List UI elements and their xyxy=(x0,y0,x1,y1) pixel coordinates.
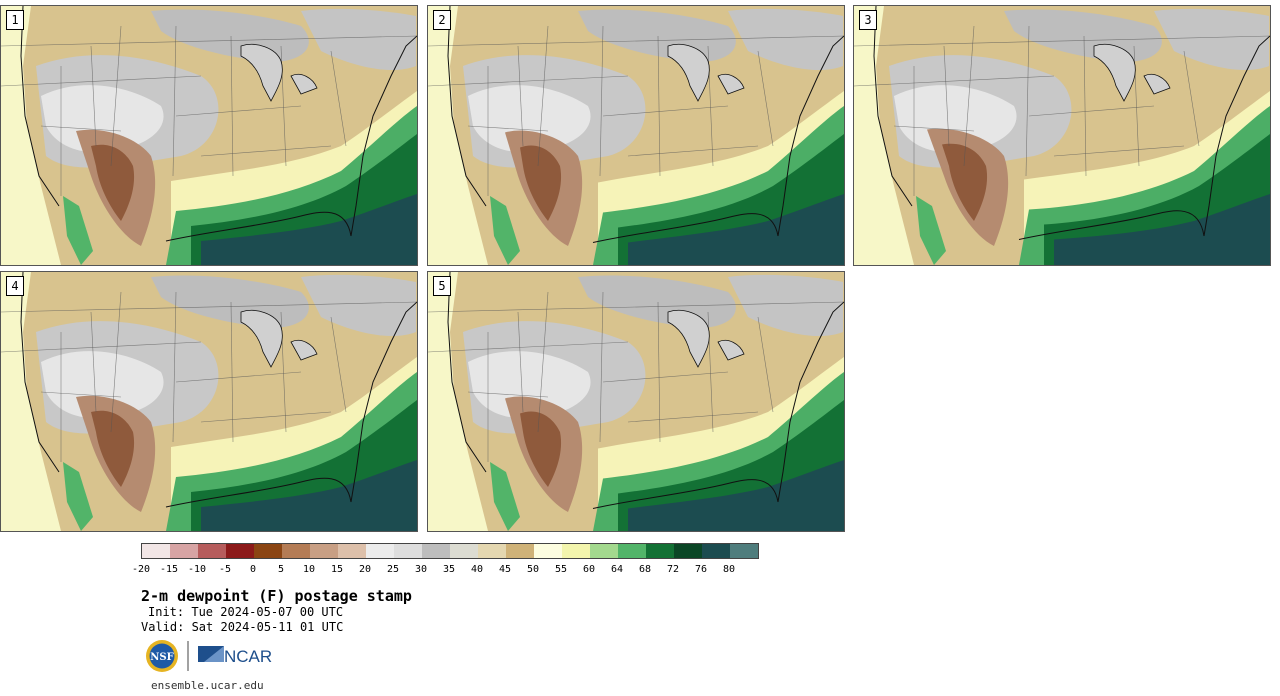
valid-time: Valid: Sat 2024-05-11 01 UTC xyxy=(141,620,344,634)
colorbar-swatch xyxy=(450,544,478,558)
init-time: Init: Tue 2024-05-07 00 UTC xyxy=(148,605,344,619)
dewpoint-map-2 xyxy=(428,6,844,265)
colorbar-tick-label: 55 xyxy=(554,564,568,575)
colorbar-tick-labels: -20 -15 -10 -5 0 5 10 15 20 25 30 35 40 45 50 55 60 64 68 7… xyxy=(0,564,1280,578)
colorbar-tick-label: 0 xyxy=(249,564,257,575)
panel-label-3: 3 xyxy=(859,10,877,30)
figure-title: 2-m dewpoint (F) postage stamp xyxy=(141,587,412,605)
dewpoint-colorbar xyxy=(141,543,759,559)
colorbar-tick-label: 30 xyxy=(414,564,428,575)
colorbar-swatch xyxy=(226,544,254,558)
panel-label-1: 1 xyxy=(6,10,24,30)
colorbar-tick-label: -20 xyxy=(131,564,151,575)
colorbar-swatch xyxy=(730,544,758,558)
nsf-ncar-logo: NSF NCAR xyxy=(146,640,272,672)
colorbar-swatch xyxy=(646,544,674,558)
colorbar-tick-label: 10 xyxy=(302,564,316,575)
colorbar-tick-label: 20 xyxy=(358,564,372,575)
colorbar-swatch xyxy=(590,544,618,558)
nsf-logo-icon: NSF xyxy=(146,640,178,672)
dewpoint-map-4 xyxy=(1,272,417,531)
colorbar-swatch xyxy=(702,544,730,558)
colorbar-tick-label: 64 xyxy=(610,564,624,575)
ncar-logo-icon: NCAR xyxy=(198,646,272,666)
colorbar-tick-label: 40 xyxy=(470,564,484,575)
panel-label-5: 5 xyxy=(433,276,451,296)
colorbar-swatch xyxy=(142,544,170,558)
dewpoint-map-1 xyxy=(1,6,417,265)
logos: NSF NCAR xyxy=(144,638,284,674)
site-url: ensemble.ucar.edu xyxy=(151,679,264,692)
colorbar-swatch xyxy=(310,544,338,558)
colorbar-tick-label: 15 xyxy=(330,564,344,575)
stamp-panel-5: 5 xyxy=(427,271,845,532)
colorbar-tick-label: 45 xyxy=(498,564,512,575)
dewpoint-map-5 xyxy=(428,272,844,531)
colorbar-swatch xyxy=(394,544,422,558)
colorbar-swatch xyxy=(254,544,282,558)
colorbar-swatch xyxy=(562,544,590,558)
colorbar-swatch xyxy=(618,544,646,558)
stamp-panel-1: 1 xyxy=(0,5,418,266)
colorbar-tick-label: 72 xyxy=(666,564,680,575)
colorbar-tick-label: 5 xyxy=(277,564,285,575)
colorbar-swatch xyxy=(534,544,562,558)
colorbar-tick-label: 35 xyxy=(442,564,456,575)
panel-label-2: 2 xyxy=(433,10,451,30)
stamp-panel-3: 3 xyxy=(853,5,1271,266)
colorbar-tick-label: -15 xyxy=(159,564,179,575)
colorbar-swatch xyxy=(674,544,702,558)
colorbar-swatch xyxy=(282,544,310,558)
colorbar-swatch xyxy=(366,544,394,558)
colorbar-tick-label: -5 xyxy=(218,564,232,575)
colorbar-tick-label: -10 xyxy=(187,564,207,575)
colorbar-swatch xyxy=(506,544,534,558)
nsf-logo-text: NSF xyxy=(150,652,173,663)
ncar-logo-text: NCAR xyxy=(224,647,272,666)
colorbar-swatch xyxy=(478,544,506,558)
panel-label-4: 4 xyxy=(6,276,24,296)
colorbar-swatch xyxy=(198,544,226,558)
colorbar-tick-label: 25 xyxy=(386,564,400,575)
colorbar-swatch xyxy=(422,544,450,558)
colorbar-tick-label: 50 xyxy=(526,564,540,575)
dewpoint-map-3 xyxy=(854,6,1270,265)
colorbar-swatch xyxy=(170,544,198,558)
colorbar-tick-label: 76 xyxy=(694,564,708,575)
colorbar-tick-label: 68 xyxy=(638,564,652,575)
colorbar-tick-label: 80 xyxy=(722,564,736,575)
stamp-panel-4: 4 xyxy=(0,271,418,532)
stamp-panel-2: 2 xyxy=(427,5,845,266)
colorbar-tick-label: 60 xyxy=(582,564,596,575)
colorbar-swatch xyxy=(338,544,366,558)
